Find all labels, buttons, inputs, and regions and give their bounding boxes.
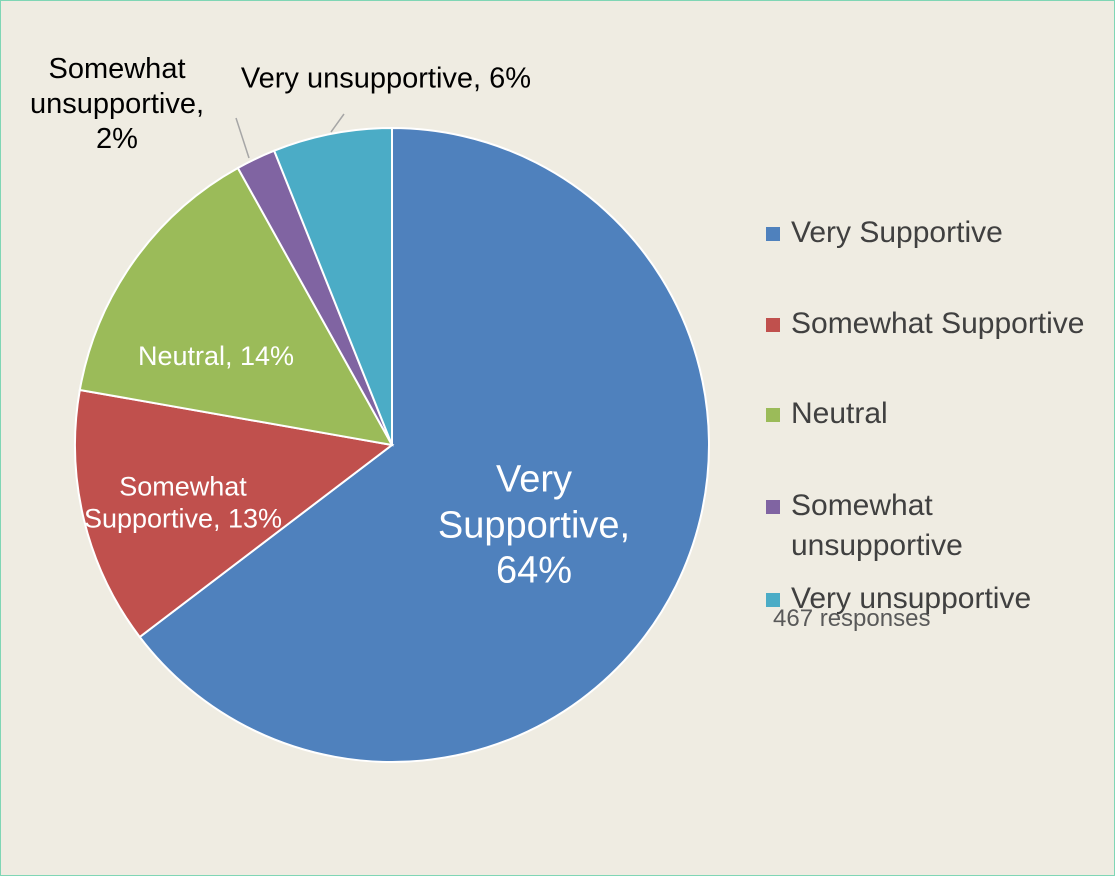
legend-swatch	[766, 227, 780, 241]
data-label: Very Supportive, 64%	[437, 458, 631, 592]
leader-line	[330, 113, 345, 133]
pie-slice	[138, 126, 710, 763]
legend-swatch	[766, 500, 780, 514]
legend-label: Somewhat unsupportive	[791, 489, 963, 562]
legend-swatch	[766, 593, 780, 607]
data-label: Somewhat Supportive, 13%	[83, 471, 283, 534]
legend-swatch	[766, 408, 780, 422]
legend-label: Very unsupportive	[791, 582, 1032, 615]
data-label: Very unsupportive, 6%	[240, 62, 532, 95]
leader-line	[235, 117, 250, 159]
legend-label: Somewhat Supportive	[791, 307, 1085, 340]
data-label: Somewhat unsupportive, 2%	[29, 52, 205, 155]
legend-label: Neutral	[791, 397, 888, 430]
annotation: 467 responses	[773, 605, 931, 632]
legend-label: Very Supportive	[791, 216, 1003, 249]
pie-slice	[272, 126, 393, 446]
legend-swatch	[766, 318, 780, 332]
pie-slice	[74, 388, 395, 639]
pie-slice	[78, 166, 394, 447]
data-label: Neutral, 14%	[137, 340, 295, 371]
